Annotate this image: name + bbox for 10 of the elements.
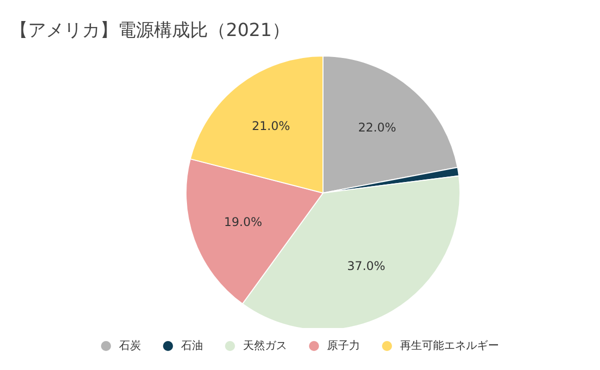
chart-title: 【アメリカ】電源構成比（2021） [10,19,290,42]
legend-label: 石油 [181,338,203,353]
legend-label: 天然ガス [243,338,287,353]
legend-label: 石炭 [119,338,141,353]
data-label: 37.0% [347,259,386,274]
legend-label: 再生可能エネルギー [400,338,499,353]
data-label: 22.0% [358,120,396,135]
data-label: 21.0% [252,118,290,133]
legend-label: 原子力 [327,338,360,353]
data-label: 19.0% [224,214,262,229]
